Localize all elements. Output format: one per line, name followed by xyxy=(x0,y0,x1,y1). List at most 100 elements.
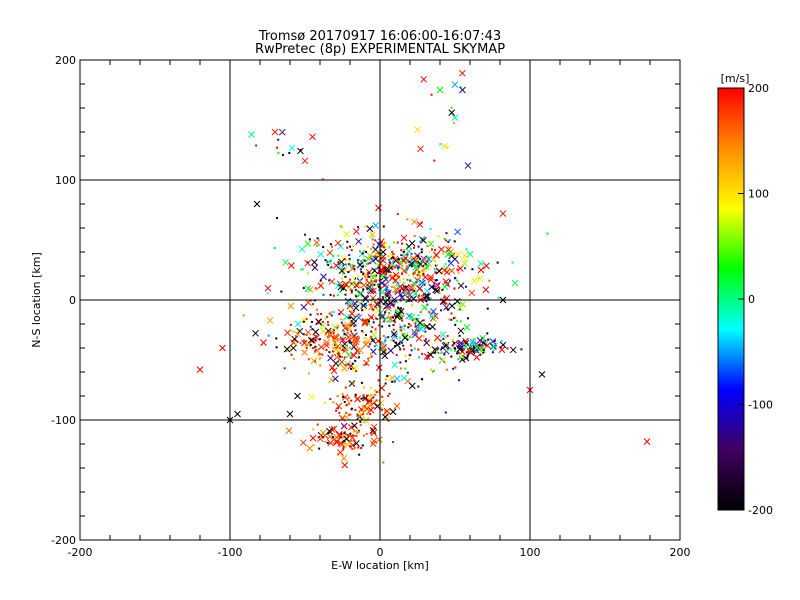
data-point xyxy=(435,267,443,275)
data-point xyxy=(422,292,430,299)
data-point xyxy=(292,331,295,334)
data-point xyxy=(323,339,330,346)
data-point xyxy=(329,293,332,296)
data-point xyxy=(348,265,356,272)
data-point xyxy=(317,322,320,325)
data-point xyxy=(454,348,457,351)
data-point xyxy=(312,428,315,431)
data-point xyxy=(483,340,486,343)
data-point xyxy=(405,301,408,304)
data-point xyxy=(397,258,400,261)
data-point xyxy=(391,361,399,369)
data-point xyxy=(336,407,339,410)
data-point xyxy=(457,282,465,290)
data-point xyxy=(409,246,412,249)
data-point xyxy=(359,249,362,252)
data-point xyxy=(344,364,347,367)
data-point xyxy=(435,319,438,322)
data-point xyxy=(356,261,364,269)
data-point xyxy=(350,282,353,285)
data-point xyxy=(447,308,450,311)
data-point xyxy=(457,327,465,335)
y-tick-label: 100 xyxy=(55,174,76,187)
data-point xyxy=(454,366,457,369)
data-point xyxy=(411,218,418,226)
data-point xyxy=(401,334,409,342)
data-point xyxy=(506,347,509,350)
data-point xyxy=(410,295,417,302)
data-point xyxy=(405,261,408,264)
data-point xyxy=(365,397,373,405)
data-point xyxy=(380,257,383,260)
data-point xyxy=(350,330,353,333)
data-point xyxy=(355,295,358,298)
data-point xyxy=(343,323,350,331)
data-point xyxy=(375,344,378,347)
data-point xyxy=(332,294,335,297)
data-point xyxy=(446,284,449,287)
y-axis-label: N-S location [km] xyxy=(30,252,43,348)
data-point xyxy=(430,308,437,315)
data-point xyxy=(369,431,372,434)
data-point xyxy=(348,340,351,343)
data-point xyxy=(370,429,378,437)
data-point xyxy=(461,347,464,350)
data-point xyxy=(300,303,308,311)
data-point xyxy=(377,379,380,382)
data-point xyxy=(444,263,447,266)
data-point xyxy=(408,382,416,390)
data-point xyxy=(393,241,396,244)
data-point xyxy=(336,452,339,455)
data-point xyxy=(296,327,304,335)
data-point xyxy=(340,338,343,341)
data-point xyxy=(342,424,345,427)
data-point xyxy=(357,414,360,417)
data-point xyxy=(330,311,333,314)
data-point xyxy=(255,144,258,147)
data-point xyxy=(342,264,345,267)
data-point xyxy=(397,306,400,309)
data-point xyxy=(343,400,346,403)
data-point xyxy=(448,279,451,282)
data-point xyxy=(373,283,376,286)
data-point xyxy=(343,313,350,321)
data-point xyxy=(364,273,367,276)
data-point xyxy=(369,303,372,306)
data-point xyxy=(472,344,475,347)
data-point xyxy=(353,447,356,450)
data-point xyxy=(343,431,346,434)
data-point xyxy=(434,271,437,274)
data-point xyxy=(350,341,353,344)
data-point xyxy=(456,279,459,282)
data-point xyxy=(384,378,387,381)
data-point xyxy=(371,326,374,329)
data-point xyxy=(315,308,318,311)
data-point xyxy=(420,378,423,381)
data-point xyxy=(381,395,384,398)
data-point xyxy=(300,316,308,324)
data-point xyxy=(456,268,459,271)
data-point xyxy=(369,231,376,238)
data-point xyxy=(417,279,424,287)
data-point xyxy=(413,317,421,325)
data-point xyxy=(346,240,349,243)
data-point xyxy=(337,243,344,250)
data-point xyxy=(454,349,457,352)
data-point xyxy=(364,225,367,228)
data-point xyxy=(367,320,370,323)
data-point xyxy=(459,320,462,323)
data-point xyxy=(445,349,448,352)
data-point xyxy=(373,345,376,348)
data-point xyxy=(375,262,378,265)
data-point xyxy=(325,327,332,335)
data-point xyxy=(390,264,393,267)
data-point xyxy=(472,346,475,349)
data-point xyxy=(429,264,432,267)
data-point xyxy=(331,436,334,439)
data-point xyxy=(321,353,324,356)
data-point xyxy=(486,307,489,310)
data-point xyxy=(299,439,307,447)
data-point xyxy=(420,265,428,272)
data-point xyxy=(412,246,415,249)
data-point xyxy=(347,396,350,399)
